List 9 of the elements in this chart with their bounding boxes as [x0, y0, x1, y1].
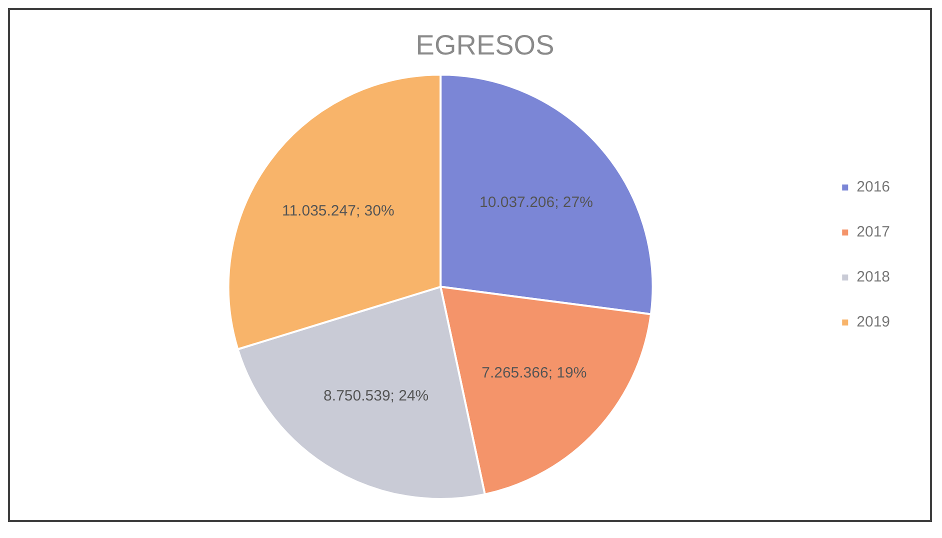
data-label: 11.035.247; 30%	[282, 202, 394, 220]
data-label: 10.037.206; 27%	[480, 194, 593, 211]
legend-label: 2016	[856, 178, 890, 196]
chart-title: EGRESOS	[416, 30, 554, 61]
legend-label: 2017	[856, 224, 890, 241]
data-label: 7.265.366; 19%	[482, 364, 587, 382]
legend-label: 2018	[856, 268, 890, 286]
data-label: 8.750.539; 24%	[324, 388, 429, 405]
legend-label: 2019	[856, 314, 890, 331]
